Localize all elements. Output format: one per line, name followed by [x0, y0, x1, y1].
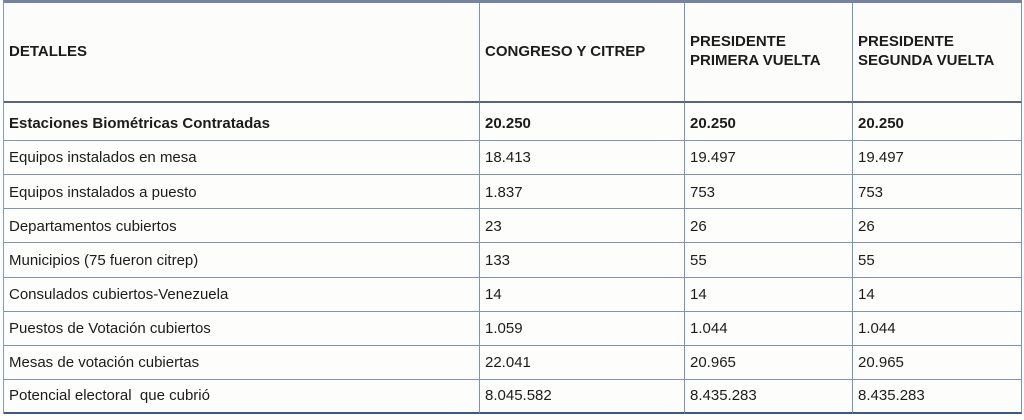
value-cell: 26	[853, 209, 1022, 244]
value-cell: 19.497	[853, 141, 1022, 176]
value-cell: 14	[685, 277, 853, 312]
column-header-presidente-segunda-vuelta: PRESIDENTE SEGUNDA VUELTA	[853, 3, 1022, 103]
value-cell: 20.965	[685, 345, 853, 380]
value-cell: 26	[685, 209, 853, 244]
value-cell: 20.250	[480, 103, 685, 141]
value-cell: 55	[685, 243, 853, 278]
row-label-puestos-votacion: Puestos de Votación cubiertos	[4, 311, 480, 346]
column-header-congreso-citrep: CONGRESO Y CITREP	[480, 3, 685, 103]
row-label-mesas-votacion: Mesas de votación cubiertas	[4, 345, 480, 380]
value-cell: 1.044	[853, 311, 1022, 346]
row-label-potencial-electoral: Potencial electoral que cubrió	[4, 379, 480, 414]
value-cell: 8.045.582	[480, 379, 685, 414]
value-cell: 1.044	[685, 311, 853, 346]
value-cell: 8.435.283	[853, 379, 1022, 414]
column-header-detalles: DETALLES	[4, 3, 480, 103]
value-cell: 753	[685, 175, 853, 210]
value-cell: 55	[853, 243, 1022, 278]
value-cell: 20.250	[685, 103, 853, 141]
value-cell: 23	[480, 209, 685, 244]
row-label-municipios: Municipios (75 fueron citrep)	[4, 243, 480, 278]
value-cell: 22.041	[480, 345, 685, 380]
value-cell: 133	[480, 243, 685, 278]
row-label-consulados-venezuela: Consulados cubiertos-Venezuela	[4, 277, 480, 312]
value-cell: 19.497	[685, 141, 853, 176]
electoral-coverage-table: DETALLES CONGRESO Y CITREP PRESIDENTE PR…	[3, 0, 1022, 414]
row-label-departamentos-cubiertos: Departamentos cubiertos	[4, 209, 480, 244]
value-cell: 14	[853, 277, 1022, 312]
value-cell: 18.413	[480, 141, 685, 176]
row-label-estaciones-biometricas: Estaciones Biométricas Contratadas	[4, 103, 480, 141]
value-cell: 8.435.283	[685, 379, 853, 414]
value-cell: 14	[480, 277, 685, 312]
value-cell: 753	[853, 175, 1022, 210]
value-cell: 1.837	[480, 175, 685, 210]
column-header-presidente-primera-vuelta: PRESIDENTE PRIMERA VUELTA	[685, 3, 853, 103]
value-cell: 20.250	[853, 103, 1022, 141]
value-cell: 1.059	[480, 311, 685, 346]
value-cell: 20.965	[853, 345, 1022, 380]
row-label-equipos-instalados-mesa: Equipos instalados en mesa	[4, 141, 480, 176]
row-label-equipos-instalados-puesto: Equipos instalados a puesto	[4, 175, 480, 210]
